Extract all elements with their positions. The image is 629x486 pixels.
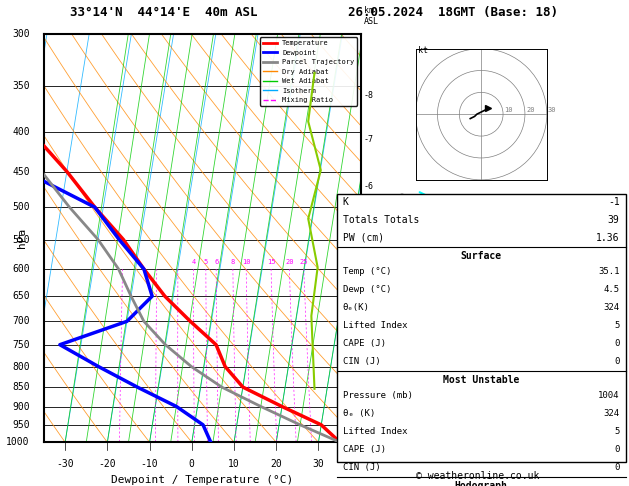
Text: 950: 950	[12, 420, 30, 430]
Legend: Temperature, Dewpoint, Parcel Trajectory, Dry Adiabat, Wet Adiabat, Isotherm, Mi: Temperature, Dewpoint, Parcel Trajectory…	[260, 37, 357, 106]
Text: 400: 400	[12, 126, 30, 137]
Text: 33°14'N  44°14'E  40m ASL: 33°14'N 44°14'E 40m ASL	[70, 6, 257, 19]
Text: 300: 300	[12, 29, 30, 39]
Text: 0: 0	[189, 459, 195, 469]
Text: 800: 800	[12, 362, 30, 372]
Text: 750: 750	[12, 340, 30, 350]
Text: 850: 850	[12, 382, 30, 392]
Text: 500: 500	[12, 202, 30, 212]
Text: 25: 25	[299, 259, 308, 265]
Text: -20: -20	[99, 459, 116, 469]
Text: 550: 550	[12, 235, 30, 244]
Text: 0: 0	[614, 339, 620, 348]
Text: Most Unstable: Most Unstable	[443, 375, 520, 385]
Text: hPa: hPa	[17, 228, 27, 248]
Text: © weatheronline.co.uk: © weatheronline.co.uk	[416, 471, 540, 481]
Text: 450: 450	[12, 167, 30, 176]
Text: CAPE (J): CAPE (J)	[343, 339, 386, 348]
Text: 26.05.2024  18GMT (Base: 18): 26.05.2024 18GMT (Base: 18)	[348, 6, 558, 19]
Text: 10: 10	[504, 107, 513, 113]
Text: 324: 324	[603, 303, 620, 312]
Text: -7: -7	[364, 136, 374, 144]
Text: -1: -1	[364, 402, 374, 411]
Text: θₑ(K): θₑ(K)	[343, 303, 370, 312]
Text: Lifted Index: Lifted Index	[343, 427, 408, 436]
Text: Totals Totals: Totals Totals	[343, 215, 419, 225]
Text: 20: 20	[526, 107, 535, 113]
Text: K: K	[343, 197, 348, 207]
Text: 5: 5	[614, 321, 620, 330]
Text: 1000: 1000	[6, 437, 30, 447]
Text: 650: 650	[12, 291, 30, 301]
Text: 4.5: 4.5	[603, 285, 620, 294]
Text: -8: -8	[364, 91, 374, 100]
Text: -30: -30	[57, 459, 74, 469]
Text: Dewpoint / Temperature (°C): Dewpoint / Temperature (°C)	[111, 475, 294, 485]
Text: 30: 30	[548, 107, 557, 113]
Text: 39: 39	[608, 215, 620, 225]
Text: -1: -1	[608, 197, 620, 207]
Text: 350: 350	[12, 81, 30, 91]
Text: CIN (J): CIN (J)	[343, 357, 381, 366]
Text: Surface: Surface	[460, 251, 502, 261]
Text: -3: -3	[364, 317, 374, 326]
Text: 1.36: 1.36	[596, 233, 620, 243]
Text: -10: -10	[141, 459, 159, 469]
Text: Lifted Index: Lifted Index	[343, 321, 408, 330]
Text: 0: 0	[614, 357, 620, 366]
Text: -6: -6	[364, 182, 374, 191]
Text: -2: -2	[364, 362, 374, 371]
Text: 700: 700	[12, 316, 30, 326]
Text: 35.1: 35.1	[598, 267, 620, 276]
Text: 600: 600	[12, 264, 30, 274]
Text: CAPE (J): CAPE (J)	[343, 445, 386, 454]
Text: 5: 5	[204, 259, 208, 265]
Text: 4: 4	[191, 259, 196, 265]
Text: -4: -4	[364, 276, 374, 285]
Text: 6: 6	[214, 259, 218, 265]
Text: kt: kt	[418, 46, 428, 55]
Text: 10: 10	[228, 459, 240, 469]
Text: CIN (J): CIN (J)	[343, 463, 381, 472]
Text: 15: 15	[267, 259, 276, 265]
Text: 10: 10	[242, 259, 250, 265]
Text: Dewp (°C): Dewp (°C)	[343, 285, 391, 294]
Text: 30: 30	[313, 459, 325, 469]
Text: 8: 8	[231, 259, 235, 265]
Text: θₑ (K): θₑ (K)	[343, 409, 375, 418]
Text: Pressure (mb): Pressure (mb)	[343, 391, 413, 400]
Text: km
ASL: km ASL	[364, 6, 379, 26]
Text: 0: 0	[614, 445, 620, 454]
Text: Hodograph: Hodograph	[455, 481, 508, 486]
Text: 1004: 1004	[598, 391, 620, 400]
Text: 20: 20	[285, 259, 294, 265]
Text: 900: 900	[12, 401, 30, 412]
Text: Temp (°C): Temp (°C)	[343, 267, 391, 276]
Text: PW (cm): PW (cm)	[343, 233, 384, 243]
Text: 0: 0	[614, 463, 620, 472]
Text: -5: -5	[364, 229, 374, 238]
Text: Mixing Ratio (g/kg): Mixing Ratio (g/kg)	[399, 191, 408, 286]
Text: 324: 324	[603, 409, 620, 418]
Text: 20: 20	[270, 459, 282, 469]
Text: 5: 5	[614, 427, 620, 436]
